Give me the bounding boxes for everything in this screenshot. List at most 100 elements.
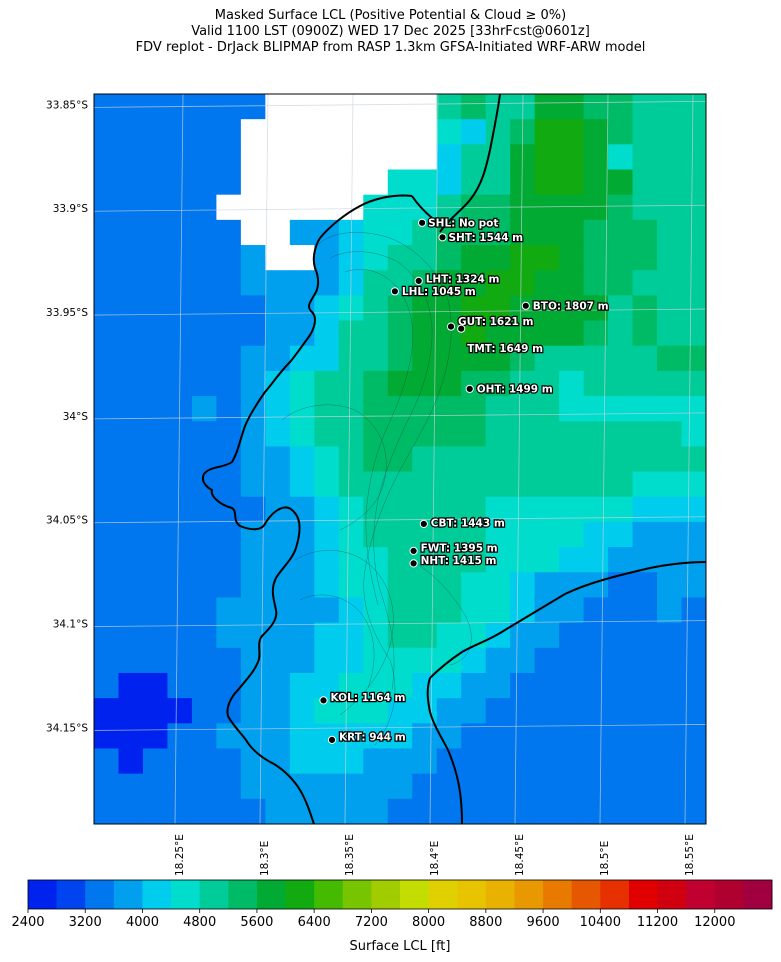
colorbar-segment [285,880,315,909]
parallel-line [94,308,706,316]
lcl-cell [681,421,706,448]
station-gut[interactable]: GUT: 1621 m [446,315,535,331]
colorbar-segment [743,880,773,909]
lcl-cell [485,471,511,498]
latitude-labels: 33.85°S 33.9°S 33.95°S 34°S 34.05°S 34.1°S 34.… [46,99,88,734]
station-nht[interactable]: NHT: 1415 m [409,554,498,568]
lcl-cell [387,320,413,347]
colorbar-segment [457,880,487,909]
station-marker-icon[interactable] [521,301,530,310]
lcl-cell [534,547,560,573]
colorbar-tick-label: 2400 [11,915,44,930]
lcl-cell [608,219,634,246]
lcl-cell [265,723,291,750]
lcl-cell [265,597,291,624]
lcl-cell [436,421,462,448]
lcl-cell [632,698,658,724]
lcl-cell [632,647,658,674]
station-marker-icon[interactable] [409,559,418,568]
lcl-cell [657,698,683,724]
station-marker-icon[interactable] [414,276,423,285]
lcl-cell [94,547,120,573]
lcl-cell [338,622,364,649]
station-cbt[interactable]: CBT: 1443 m [419,516,506,531]
lcl-cell [657,572,683,599]
coastline [202,94,706,824]
lcl-cell [265,320,291,347]
lcl-cell [461,144,487,171]
lcl-cell [485,370,511,397]
station-marker-icon[interactable] [465,384,474,393]
lcl-cell [436,547,462,573]
lcl-cell [314,421,340,448]
lcl-cell [583,94,609,120]
station-marker-icon[interactable] [390,287,399,296]
latitude-label: 33.9°S [53,203,89,215]
station-tmt[interactable]: TMT: 1649 m [457,324,544,356]
lcl-cell [265,698,291,724]
colorbar-tick-label: 6400 [298,915,331,930]
station-lhl[interactable]: LHL: 1045 m [390,285,477,299]
lcl-cell [387,798,413,824]
masked-cell [240,169,266,196]
lcl-cell [412,647,438,674]
station-label: KOL: 1164 m [331,692,406,704]
station-marker-icon[interactable] [409,546,418,556]
lcl-cell [167,521,193,548]
lcl-cell [681,194,706,221]
lcl-cell [387,169,413,196]
map-area[interactable] [94,94,707,825]
lcl-cell [608,169,634,196]
station-krt[interactable]: KRT: 944 m [327,730,407,745]
lcl-cell [534,748,560,775]
lcl-cell [583,672,609,699]
colorbar-segment [571,880,601,909]
lcl-cell [240,345,266,372]
station-marker-icon[interactable] [457,324,466,333]
lcl-cell [534,245,560,271]
masked-cell [314,119,340,145]
lcl-cell [412,345,438,372]
lcl-cell [216,345,242,372]
station-label: FWT: 1395 m [421,542,498,554]
lcl-cell [338,496,364,523]
lcl-cell [142,496,169,523]
lcl-cell [583,698,609,724]
colorbar-segment [256,880,286,909]
lcl-cell [657,748,683,775]
station-fwt[interactable]: FWT: 1395 m [409,541,499,556]
colorbar-tick-label: 8000 [412,915,445,930]
lcl-cell [583,723,609,750]
lcl-cell [216,496,242,523]
lcl-cell [436,572,462,599]
lcl-cell [191,622,217,649]
lcl-cell [534,647,560,674]
lcl-cell [387,194,413,221]
station-sht[interactable]: SHT: 1544 m [438,231,524,245]
station-oht[interactable]: OHT: 1499 m [465,382,554,397]
station-marker-icon[interactable] [438,233,447,242]
station-marker-icon[interactable] [327,735,337,745]
lcl-cell [387,521,413,548]
lcl-cell [142,798,169,824]
lcl-cell [510,547,536,573]
station-kol[interactable]: KOL: 1164 m [319,691,407,705]
lcl-cell [314,295,340,322]
lcl-cell [338,698,364,724]
station-label: CBT: 1443 m [431,517,505,529]
station-marker-icon[interactable] [446,322,456,331]
lcl-cell [461,446,487,473]
colorbar-segment [400,880,430,909]
station-bto[interactable]: BTO: 1807 m [521,299,610,313]
lcl-cell [681,698,706,724]
station-marker-icon[interactable] [319,696,328,705]
station-shl[interactable]: SHL: No pot [418,216,500,231]
colorbar-segment [171,880,201,909]
colorbar-segment [371,880,401,909]
lcl-cell [289,748,315,775]
lcl-cell [510,622,536,649]
station-marker-icon[interactable] [419,519,428,529]
lcl-cell [240,471,266,498]
station-lht[interactable]: LHT: 1324 m [414,272,501,287]
station-marker-icon[interactable] [418,218,427,227]
